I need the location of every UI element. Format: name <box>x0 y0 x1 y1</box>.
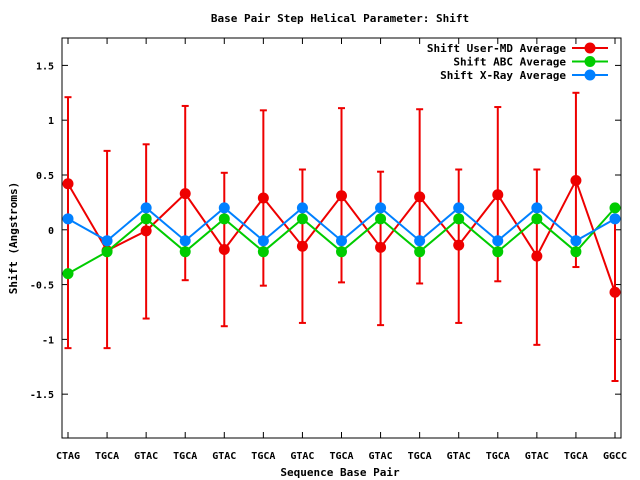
data-point <box>140 202 152 214</box>
data-point <box>375 213 387 225</box>
data-point <box>62 268 74 280</box>
data-point <box>570 246 582 258</box>
data-point <box>257 192 269 204</box>
data-point <box>375 202 387 214</box>
plot-series <box>62 91 621 383</box>
data-point <box>257 246 269 258</box>
y-tick-label: -0.5 <box>30 281 54 292</box>
legend-marker <box>584 56 596 67</box>
data-point <box>140 225 152 237</box>
data-point <box>609 213 621 225</box>
data-point <box>296 213 308 225</box>
legend-marker <box>584 42 596 54</box>
data-point <box>609 286 621 298</box>
x-tick-label: GTAC <box>134 451 158 462</box>
data-point <box>414 235 426 247</box>
y-tick-label: -1 <box>42 335 54 346</box>
data-point <box>101 246 113 258</box>
x-axis: CTAG TGCA GTAC TGCA GTAC TGCA GTAC TGCA GTAC TGCA… <box>56 38 627 462</box>
data-point <box>218 244 230 256</box>
data-point <box>414 246 426 258</box>
data-point <box>140 213 152 225</box>
x-tick-label: TGCA <box>251 451 275 462</box>
y-tick-label: 1.5 <box>36 61 54 72</box>
data-point <box>453 239 465 251</box>
data-point <box>492 235 504 247</box>
x-tick-label: TGCA <box>173 451 197 462</box>
data-point <box>296 240 308 252</box>
data-point <box>179 235 191 247</box>
data-point <box>257 235 269 247</box>
x-tick-label: GTAC <box>525 451 549 462</box>
data-point <box>492 246 504 258</box>
data-point <box>414 191 426 203</box>
data-point <box>336 235 347 247</box>
legend-label: Shift X-Ray Average <box>440 69 566 82</box>
legend-marker <box>584 69 596 81</box>
data-point <box>570 235 582 247</box>
legend-label: Shift User-MD Average <box>427 42 566 55</box>
data-point <box>62 178 74 190</box>
data-point <box>179 188 191 200</box>
data-point <box>179 246 191 258</box>
x-axis-label: Sequence Base Pair <box>280 466 400 479</box>
series-3 <box>62 202 621 247</box>
data-point <box>492 189 504 201</box>
y-axis-label: Shift (Angstroms) <box>7 182 20 295</box>
data-point <box>531 250 543 262</box>
data-point <box>101 235 113 247</box>
data-point <box>570 174 582 186</box>
data-point <box>296 202 308 214</box>
x-tick-label: CTAG <box>56 451 80 462</box>
y-tick-label: 0 <box>48 226 54 237</box>
y-tick-label: 1 <box>48 116 54 127</box>
chart-title: Base Pair Step Helical Parameter: Shift <box>211 12 469 25</box>
data-point <box>531 202 543 214</box>
data-point <box>218 213 230 225</box>
y-tick-label: 0.5 <box>36 171 54 182</box>
data-point <box>375 241 387 253</box>
x-tick-label: GTAC <box>369 451 393 462</box>
x-tick-label: GTAC <box>447 451 471 462</box>
series-2 <box>62 202 621 280</box>
y-tick-label: -1.5 <box>30 390 54 401</box>
data-point <box>531 213 543 225</box>
x-tick-label: GTAC <box>212 451 236 462</box>
x-tick-label: TGCA <box>329 451 353 462</box>
data-point <box>336 246 347 258</box>
x-tick-label: TGCA <box>486 451 510 462</box>
data-point <box>453 213 465 225</box>
x-tick-label: TGCA <box>95 451 119 462</box>
x-tick-label: TGCA <box>408 451 432 462</box>
data-point <box>453 202 465 214</box>
data-point <box>62 213 74 225</box>
data-point <box>218 202 230 214</box>
x-tick-label: GTAC <box>290 451 314 462</box>
legend-label: Shift ABC Average <box>453 56 566 69</box>
x-tick-label: TGCA <box>564 451 588 462</box>
data-point <box>609 202 621 214</box>
x-tick-label: GGCC <box>603 451 627 462</box>
data-point <box>336 190 347 202</box>
